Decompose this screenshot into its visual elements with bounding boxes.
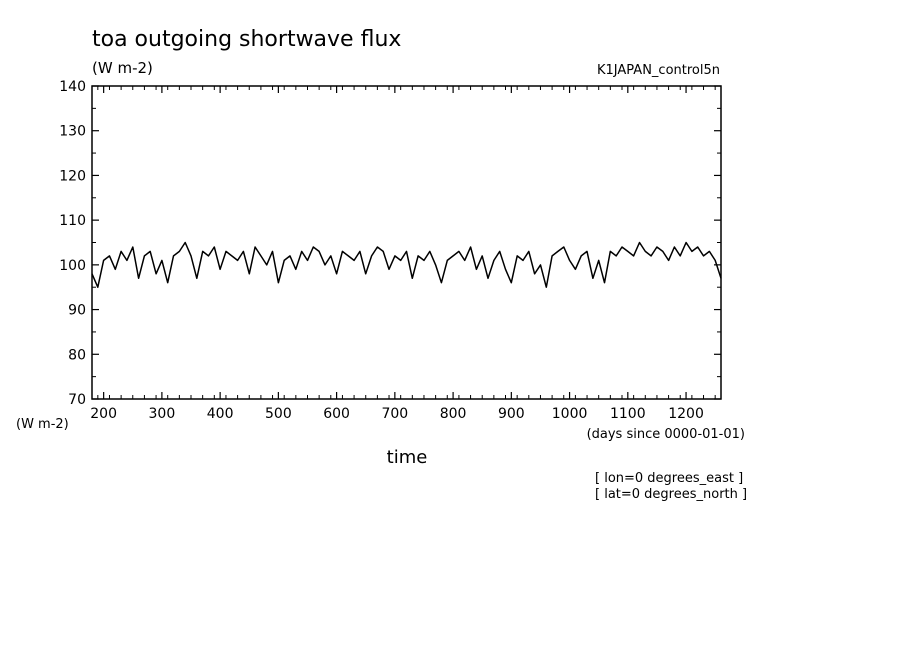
y-tick-label: 140 bbox=[59, 79, 86, 95]
y-tick-label: 110 bbox=[59, 213, 86, 229]
x-tick-label: 400 bbox=[207, 406, 234, 422]
x-tick-label: 900 bbox=[498, 406, 525, 422]
x-tick-label: 700 bbox=[381, 406, 408, 422]
x-units-label: (days since 0000-01-01) bbox=[587, 427, 745, 442]
y-tick-label: 120 bbox=[59, 168, 86, 184]
x-axis: 200 300 400 500 600 700 800 900 1000 1100 1200 bbox=[90, 86, 716, 422]
x-tick-label: 1000 bbox=[552, 406, 588, 422]
series-line bbox=[91, 241, 722, 288]
lon-annotation: [ lon=0 degrees_east ] bbox=[595, 471, 743, 486]
x-tick-label: 600 bbox=[323, 406, 350, 422]
y-tick-label: 90 bbox=[68, 303, 86, 319]
x-tick-label: 200 bbox=[90, 406, 117, 422]
y-tick-label: 80 bbox=[68, 347, 86, 363]
x-tick-label: 500 bbox=[265, 406, 292, 422]
y-tick-label: 70 bbox=[68, 392, 86, 408]
x-tick-label: 1200 bbox=[668, 406, 704, 422]
run-label: K1JAPAN_control5n bbox=[597, 63, 720, 78]
plot-frame bbox=[91, 85, 722, 400]
x-tick-label: 800 bbox=[440, 406, 467, 422]
chart-title: toa outgoing shortwave flux bbox=[92, 27, 401, 52]
y-axis: 70 80 90 100 110 120 130 140 bbox=[59, 79, 721, 408]
x-axis-label: time bbox=[387, 447, 428, 468]
x-tick-label: 1100 bbox=[610, 406, 646, 422]
x-tick-label: 300 bbox=[149, 406, 176, 422]
lat-annotation: [ lat=0 degrees_north ] bbox=[595, 487, 747, 502]
units-label: (W m-2) bbox=[92, 59, 153, 77]
y-tick-label: 130 bbox=[59, 124, 86, 140]
y-tick-label: 100 bbox=[59, 258, 86, 274]
y-units-label: (W m-2) bbox=[16, 417, 69, 432]
